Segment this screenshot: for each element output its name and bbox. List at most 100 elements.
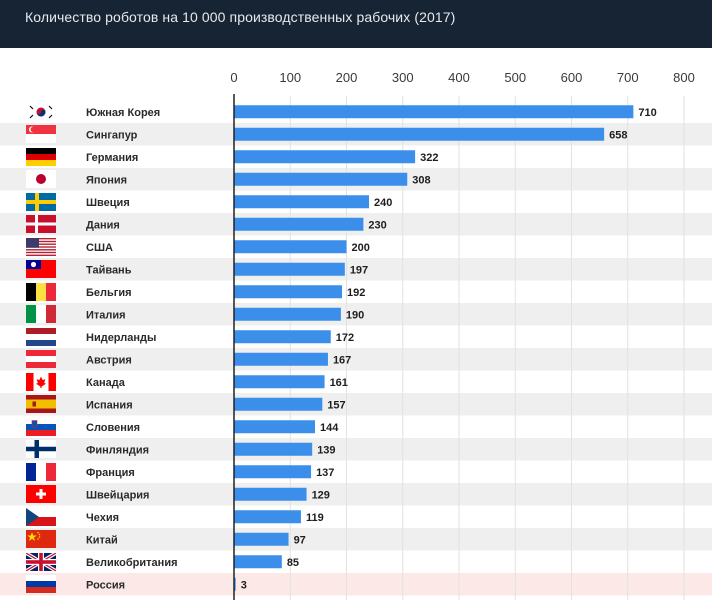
bar <box>234 532 289 546</box>
bar <box>234 217 364 231</box>
category-label: Китай <box>86 534 118 546</box>
bar <box>234 285 342 299</box>
row-background <box>0 393 712 416</box>
chart-title: Количество роботов на 10 000 производств… <box>25 9 456 25</box>
x-tick-label: 0 <box>230 70 237 85</box>
flag-uk-icon <box>26 552 56 571</box>
flag-belgium-icon <box>26 282 56 301</box>
value-label: 240 <box>374 197 392 209</box>
bar <box>234 510 301 524</box>
bar <box>234 150 416 164</box>
flag-germany-icon <box>26 147 56 166</box>
category-label: Швеция <box>86 197 130 209</box>
x-tick-label: 800 <box>673 70 695 85</box>
bar <box>234 195 369 209</box>
bar <box>234 262 345 276</box>
flag-japan-icon <box>26 170 56 189</box>
bar <box>234 330 331 344</box>
category-label: Словения <box>86 422 140 434</box>
category-label: Канада <box>86 377 126 389</box>
flag-spain-icon <box>26 395 56 414</box>
flag-china-icon <box>26 530 56 549</box>
value-label: 197 <box>350 264 368 276</box>
flag-austria-icon <box>26 350 56 369</box>
value-label: 161 <box>330 377 348 389</box>
row-background <box>0 528 712 551</box>
category-label: Тайвань <box>86 264 132 276</box>
category-label: Великобритания <box>86 557 178 569</box>
value-label: 200 <box>352 242 370 254</box>
flag-singapore-icon <box>26 125 56 144</box>
value-label: 137 <box>316 467 334 479</box>
value-label: 3 <box>241 579 247 591</box>
bar <box>234 555 282 569</box>
value-label: 157 <box>327 399 345 411</box>
value-label: 144 <box>320 422 339 434</box>
category-label: Южная Корея <box>86 107 160 119</box>
flag-denmark-icon <box>26 215 56 234</box>
value-label: 172 <box>336 332 354 344</box>
x-tick-label: 200 <box>336 70 358 85</box>
row-background <box>0 258 712 281</box>
category-label: Бельгия <box>86 287 132 299</box>
x-tick-label: 300 <box>392 70 414 85</box>
flag-taiwan-icon <box>26 260 56 279</box>
bar <box>234 307 341 321</box>
flag-italy-icon <box>26 305 56 324</box>
x-tick-label: 600 <box>561 70 583 85</box>
category-label: Нидерланды <box>86 332 156 344</box>
row-background <box>0 348 712 371</box>
bar <box>234 172 408 186</box>
x-tick-label: 400 <box>448 70 470 85</box>
bar <box>234 105 634 119</box>
value-label: 658 <box>609 129 627 141</box>
value-label: 97 <box>294 534 306 546</box>
bar <box>234 375 325 389</box>
row-background <box>0 483 712 506</box>
flag-russia-icon <box>26 575 56 594</box>
category-label: Чехия <box>86 512 119 524</box>
value-label: 129 <box>312 489 330 501</box>
bar <box>234 420 315 434</box>
flag-netherlands-icon <box>26 327 56 346</box>
value-label: 308 <box>412 174 430 186</box>
flag-canada-icon <box>26 372 56 391</box>
bar <box>234 442 313 456</box>
x-tick-label: 500 <box>504 70 526 85</box>
category-label: США <box>86 242 113 254</box>
bar <box>234 240 347 254</box>
category-label: Финляндия <box>86 444 149 456</box>
bar <box>234 487 307 501</box>
row-background <box>0 573 712 596</box>
value-label: 322 <box>420 152 438 164</box>
category-label: Франция <box>86 467 135 479</box>
value-label: 85 <box>287 557 299 569</box>
value-label: 230 <box>368 219 386 231</box>
row-background <box>0 438 712 461</box>
chart-header: Количество роботов на 10 000 производств… <box>0 0 712 48</box>
category-label: Испания <box>86 399 133 411</box>
category-label: Дания <box>86 219 120 231</box>
category-label: Сингапур <box>86 129 138 141</box>
row-background <box>0 303 712 326</box>
category-label: Италия <box>86 309 126 321</box>
value-label: 167 <box>333 354 351 366</box>
category-label: Швейцария <box>86 489 149 501</box>
bar <box>234 352 328 366</box>
flag-france-icon <box>26 462 56 481</box>
flag-finland-icon <box>26 440 56 459</box>
flag-czechia-icon <box>26 507 56 526</box>
flag-sweden-icon <box>26 192 56 211</box>
bar <box>234 127 605 141</box>
value-label: 119 <box>306 512 324 524</box>
flag-usa-icon <box>26 237 56 256</box>
value-label: 190 <box>346 309 364 321</box>
value-label: 710 <box>638 107 656 119</box>
flag-slovenia-icon <box>26 417 56 436</box>
value-label: 192 <box>347 287 365 299</box>
flag-switzerland-icon <box>26 485 56 504</box>
value-label: 139 <box>317 444 335 456</box>
category-label: Россия <box>86 579 125 591</box>
bar <box>234 465 312 479</box>
